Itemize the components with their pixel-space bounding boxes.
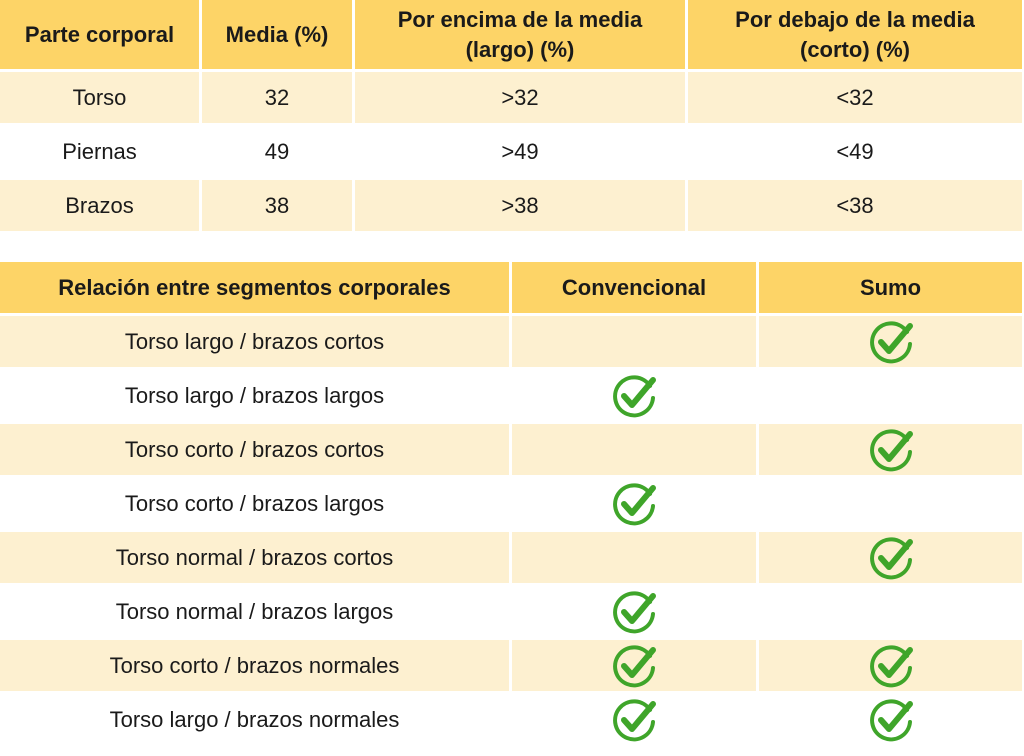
check-circle-icon: [869, 428, 913, 471]
segment-relation-label: Torso corto / brazos largos: [0, 478, 512, 532]
segment-relation-label: Torso normal / brazos cortos: [0, 532, 512, 586]
body-part-row: Torso 32 >32 <32: [0, 72, 1022, 126]
segment-relation-row: Torso largo / brazos cortos: [0, 316, 1022, 370]
check-circle-icon: [613, 590, 656, 633]
below-mean-cell: <49: [688, 126, 1022, 180]
conventional-cell: [512, 424, 759, 478]
segment-relation-label: Torso normal / brazos largos: [0, 586, 512, 640]
header-sumo: Sumo: [759, 262, 1022, 316]
above-mean-cell: >32: [355, 72, 688, 126]
below-mean-cell: <32: [688, 72, 1022, 126]
sumo-cell: [759, 316, 1022, 370]
sumo-cell: [759, 424, 1022, 478]
body-part-cell: Brazos: [0, 180, 202, 234]
conventional-cell: [512, 586, 759, 640]
body-part-cell: Torso: [0, 72, 202, 126]
segment-relation-label: Torso largo / brazos cortos: [0, 316, 512, 370]
body-part-row: Brazos 38 >38 <38: [0, 180, 1022, 234]
conventional-cell: [512, 532, 759, 586]
mean-cell: 32: [202, 72, 355, 126]
sumo-cell: [759, 586, 1022, 640]
conventional-cell: [512, 370, 759, 424]
conventional-cell: [512, 694, 759, 748]
header-below-mean: Por debajo de la media (corto) (%): [688, 0, 1022, 72]
segment-relation-row: Torso normal / brazos largos: [0, 586, 1022, 640]
check-circle-icon: [869, 536, 913, 579]
sumo-cell: [759, 478, 1022, 532]
header-above-mean: Por encima de la media (largo) (%): [355, 0, 688, 72]
segment-relation-label: Torso corto / brazos normales: [0, 640, 512, 694]
below-mean-cell: <38: [688, 180, 1022, 234]
body-part-row: Piernas 49 >49 <49: [0, 126, 1022, 180]
sumo-cell: [759, 694, 1022, 748]
body-part-table: Parte corporal Media (%) Por encima de l…: [0, 0, 1022, 234]
check-circle-icon: [613, 698, 656, 741]
body-part-header-row: Parte corporal Media (%) Por encima de l…: [0, 0, 1022, 72]
conventional-cell: [512, 478, 759, 532]
segment-relation-row: Torso corto / brazos largos: [0, 478, 1022, 532]
check-circle-icon: [869, 320, 913, 363]
segment-relation-row: Torso normal / brazos cortos: [0, 532, 1022, 586]
sumo-cell: [759, 532, 1022, 586]
conventional-cell: [512, 640, 759, 694]
check-circle-icon: [613, 644, 656, 687]
check-circle-icon: [869, 644, 913, 687]
segment-relation-table: Relación entre segmentos corporales Conv…: [0, 262, 1022, 748]
header-conventional: Convencional: [512, 262, 759, 316]
mean-cell: 38: [202, 180, 355, 234]
check-circle-icon: [613, 374, 656, 417]
header-mean: Media (%): [202, 0, 355, 72]
segment-relation-header-row: Relación entre segmentos corporales Conv…: [0, 262, 1022, 316]
mean-cell: 49: [202, 126, 355, 180]
above-mean-cell: >38: [355, 180, 688, 234]
conventional-cell: [512, 316, 759, 370]
body-part-cell: Piernas: [0, 126, 202, 180]
check-circle-icon: [613, 482, 656, 525]
check-circle-icon: [869, 698, 913, 741]
segment-relation-label: Torso largo / brazos largos: [0, 370, 512, 424]
header-body-part: Parte corporal: [0, 0, 202, 72]
sumo-cell: [759, 640, 1022, 694]
sumo-cell: [759, 370, 1022, 424]
segment-relation-label: Torso corto / brazos cortos: [0, 424, 512, 478]
segment-relation-label: Torso largo / brazos normales: [0, 694, 512, 748]
above-mean-cell: >49: [355, 126, 688, 180]
segment-relation-row: Torso corto / brazos normales: [0, 640, 1022, 694]
segment-relation-row: Torso largo / brazos normales: [0, 694, 1022, 748]
segment-relation-row: Torso largo / brazos largos: [0, 370, 1022, 424]
header-segment-relation: Relación entre segmentos corporales: [0, 262, 512, 316]
segment-relation-row: Torso corto / brazos cortos: [0, 424, 1022, 478]
